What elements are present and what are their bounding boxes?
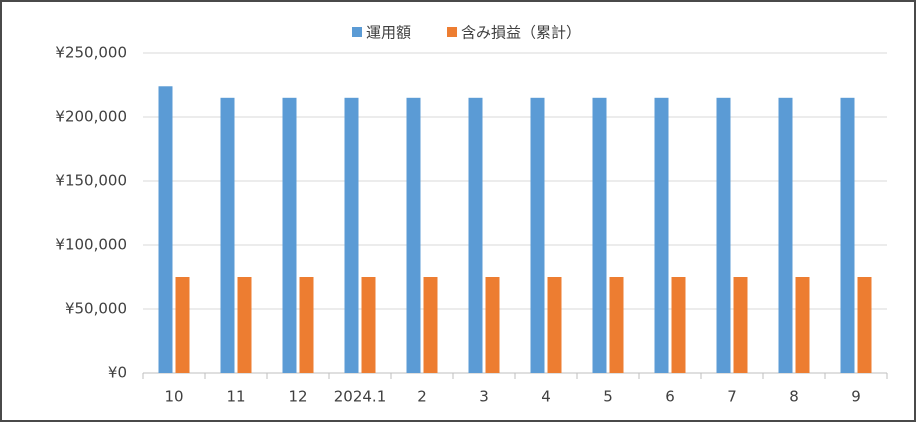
- x-tick-label: 11: [226, 388, 245, 406]
- x-tick-label: 7: [727, 388, 737, 406]
- y-tick-label: ¥50,000: [65, 300, 127, 318]
- bar: [158, 86, 173, 373]
- legend-swatch: [352, 27, 362, 37]
- bar: [547, 277, 562, 373]
- x-tick-label: 5: [603, 388, 613, 406]
- x-tick-label: 12: [288, 388, 307, 406]
- bar: [733, 277, 748, 373]
- bar: [175, 277, 190, 373]
- bar: [468, 97, 483, 374]
- bar: [299, 277, 314, 373]
- x-tick-label: 2024.1: [334, 388, 387, 406]
- bar: [795, 277, 810, 373]
- x-tick-label: 9: [851, 388, 861, 406]
- bar: [361, 277, 376, 373]
- bar: [406, 97, 421, 374]
- x-tick-label: 3: [479, 388, 489, 406]
- bar: [857, 277, 872, 373]
- bar: [423, 277, 438, 373]
- bar: [220, 97, 235, 374]
- y-tick-label: ¥0: [108, 364, 127, 382]
- legend-label: 含み損益（累計）: [461, 24, 581, 42]
- x-tick-label: 6: [665, 388, 675, 406]
- bar: [778, 97, 793, 374]
- legend-label: 運用額: [366, 24, 411, 42]
- bar: [840, 97, 855, 374]
- y-tick-label: ¥200,000: [55, 108, 127, 126]
- bar: [592, 97, 607, 374]
- legend-swatch: [447, 27, 458, 37]
- y-tick-label: ¥250,000: [55, 44, 127, 62]
- bar: [609, 277, 624, 373]
- bar: [671, 277, 686, 373]
- y-tick-label: ¥150,000: [55, 172, 127, 190]
- x-tick-label: 2: [417, 388, 427, 406]
- bar: [344, 97, 359, 374]
- x-tick-label: 4: [541, 388, 551, 406]
- x-tick-label: 8: [789, 388, 799, 406]
- x-tick-label: 10: [164, 388, 183, 406]
- bar: [485, 277, 500, 373]
- bar: [237, 277, 252, 373]
- bar: [654, 97, 669, 374]
- y-tick-label: ¥100,000: [55, 236, 127, 254]
- bar: [716, 97, 731, 374]
- bar: [530, 97, 545, 374]
- bar: [282, 97, 297, 374]
